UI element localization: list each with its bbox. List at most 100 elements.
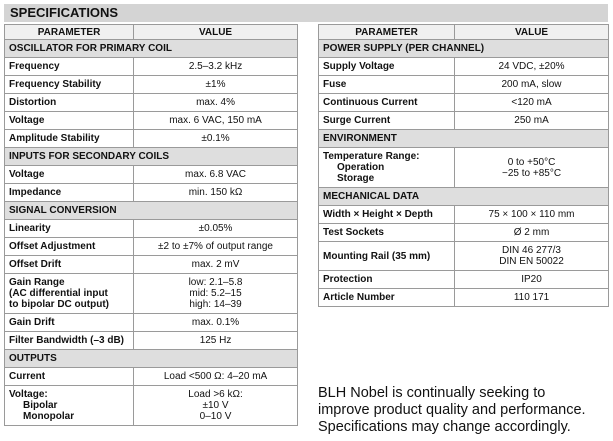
header-row: PARAMETER VALUE [3, 24, 298, 40]
spec-row: Mounting Rail (35 mm) DIN 46 277/3 DIN EN … [317, 241, 609, 271]
value-text: Load <500 Ω: 4–20 mA [163, 371, 268, 382]
spec-row: Offset Adjustment ±2 to ±7% of output ran… [3, 237, 298, 256]
note-line: improve product quality and performance. [318, 402, 586, 418]
spec-row: Surge Current 250 mA [317, 111, 609, 130]
parameter-text: Impedance [9, 187, 62, 198]
parameter-cell: Temperature Range: Operation Storage [317, 147, 456, 188]
parameter-text: Distortion [9, 97, 57, 108]
value-cell: max. 2 mV [133, 255, 298, 274]
parameter-text: Offset Drift [9, 259, 62, 270]
spec-row: Frequency 2.5–3.2 kHz [3, 57, 298, 76]
parameter-text: Article Number [323, 292, 395, 303]
section-title: OUTPUTS [4, 349, 298, 368]
parameter-text: Frequency Stability [9, 79, 102, 90]
value-cell: 24 VDC, ±20% [454, 57, 609, 76]
spec-row: Current Load <500 Ω: 4–20 mA [3, 367, 298, 386]
parameter-text: Voltage [9, 115, 45, 126]
value-cell: Load >6 kΩ: ±10 V 0–10 V [133, 385, 298, 426]
header-cell: VALUE [454, 24, 609, 40]
parameter-cell: Offset Drift [3, 255, 135, 274]
parameter-text: Width × Height × Depth [323, 209, 433, 220]
spec-row: Voltage max. 6 VAC, 150 mA [3, 111, 298, 130]
value-text: 125 Hz [199, 335, 232, 346]
value-text: DIN 46 277/3 [502, 245, 561, 256]
value-cell: 0 to +50°C −25 to +85°C [454, 147, 609, 188]
value-cell: ±0.1% [133, 129, 298, 148]
note: BLH Nobel is continually seeking to impro… [318, 385, 586, 436]
parameter-text: Current [9, 371, 46, 382]
parameter-cell: Distortion [3, 93, 135, 112]
section-title: ENVIRONMENT [318, 129, 609, 148]
spec-table: PARAMETER VALUE POWER SUPPLY (PER CHANNEL)… [317, 24, 609, 307]
parameter-text: Continuous Current [323, 97, 418, 108]
value-cell: min. 150 kΩ [133, 183, 298, 202]
parameter-cell: Amplitude Stability [3, 129, 135, 148]
value-text: ±1% [205, 79, 226, 90]
value-text: 0–10 V [199, 411, 232, 422]
spec-row: Supply Voltage 24 VDC, ±20% [317, 57, 609, 76]
parameter-text: Fuse [323, 79, 347, 90]
parameter-sub: Operation [337, 162, 385, 173]
section-title: SIGNAL CONVERSION [4, 201, 298, 220]
value-text: <120 mA [511, 97, 552, 108]
value-cell: ±1% [133, 75, 298, 94]
section-row: POWER SUPPLY (PER CHANNEL) [318, 39, 609, 58]
value-text: max. 6 VAC, 150 mA [169, 115, 262, 126]
parameter-cell: Linearity [3, 219, 135, 238]
spec-row: Gain Range (AC differential input to bipol… [3, 273, 298, 314]
value-cell: 125 Hz [133, 331, 298, 350]
value-text: ±10 V [202, 400, 229, 411]
header-cell: PARAMETER [3, 24, 135, 40]
spec-row: Fuse 200 mA, slow [317, 75, 609, 94]
spec-row: Width × Height × Depth 75 × 100 × 110 mm [317, 205, 609, 224]
value-text: 200 mA, slow [501, 79, 562, 90]
spec-row: Protection IP20 [317, 270, 609, 289]
parameter-cell: Frequency [3, 57, 135, 76]
spec-row: Offset Drift max. 2 mV [3, 255, 298, 274]
spec-row: Linearity ±0.05% [3, 219, 298, 238]
section-title: INPUTS FOR SECONDARY COILS [4, 147, 298, 166]
header-cell: VALUE [133, 24, 298, 40]
value-text: ±2 to ±7% of output range [158, 241, 273, 252]
section-title: MECHANICAL DATA [318, 187, 609, 206]
value-cell: 200 mA, slow [454, 75, 609, 94]
value-text: max. 4% [196, 97, 235, 108]
parameter-cell: Protection [317, 270, 456, 289]
value-text: max. 6.8 VAC [185, 169, 246, 180]
value-text: 250 mA [514, 115, 549, 126]
parameter-cell: Mounting Rail (35 mm) [317, 241, 456, 271]
value-text: low: 2.1–5.8 [188, 277, 243, 288]
note-line: BLH Nobel is continually seeking to [318, 385, 546, 401]
value-cell: max. 0.1% [133, 313, 298, 332]
parameter-text: Protection [323, 274, 373, 285]
parameter-cell: Voltage: Bipolar Monopolar [3, 385, 135, 426]
parameter-text: Gain Drift [9, 317, 55, 328]
value-cell: max. 4% [133, 93, 298, 112]
value-cell: Load <500 Ω: 4–20 mA [133, 367, 298, 386]
value-cell: ±2 to ±7% of output range [133, 237, 298, 256]
value-text: ±0.1% [201, 133, 230, 144]
spec-row: Voltage: Bipolar Monopolar Load >6 kΩ: ±10 V… [3, 385, 298, 426]
parameter-cell: Continuous Current [317, 93, 456, 112]
spec-row: Frequency Stability ±1% [3, 75, 298, 94]
parameter-text: Amplitude Stability [9, 133, 100, 144]
value-cell: 110 171 [454, 288, 609, 307]
parameter-cell: Test Sockets [317, 223, 456, 242]
spec-row: Article Number 110 171 [317, 288, 609, 307]
parameter-cell: Filter Bandwidth (–3 dB) [3, 331, 135, 350]
parameter-sub: Storage [337, 173, 375, 184]
spec-row: Gain Drift max. 0.1% [3, 313, 298, 332]
section-row: ENVIRONMENT [318, 129, 609, 148]
value-cell: 2.5–3.2 kHz [133, 57, 298, 76]
parameter-text: Voltage [9, 169, 45, 180]
value-text: Ø 2 mm [513, 227, 550, 238]
header-row: PARAMETER VALUE [317, 24, 609, 40]
value-cell: ±0.05% [133, 219, 298, 238]
parameter-text: Temperature Range: [323, 151, 420, 162]
section-title: POWER SUPPLY (PER CHANNEL) [318, 39, 609, 58]
parameter-cell: Gain Drift [3, 313, 135, 332]
parameter-text: to bipolar DC output) [9, 299, 109, 310]
spec-row: Continuous Current <120 mA [317, 93, 609, 112]
parameter-cell: Surge Current [317, 111, 456, 130]
